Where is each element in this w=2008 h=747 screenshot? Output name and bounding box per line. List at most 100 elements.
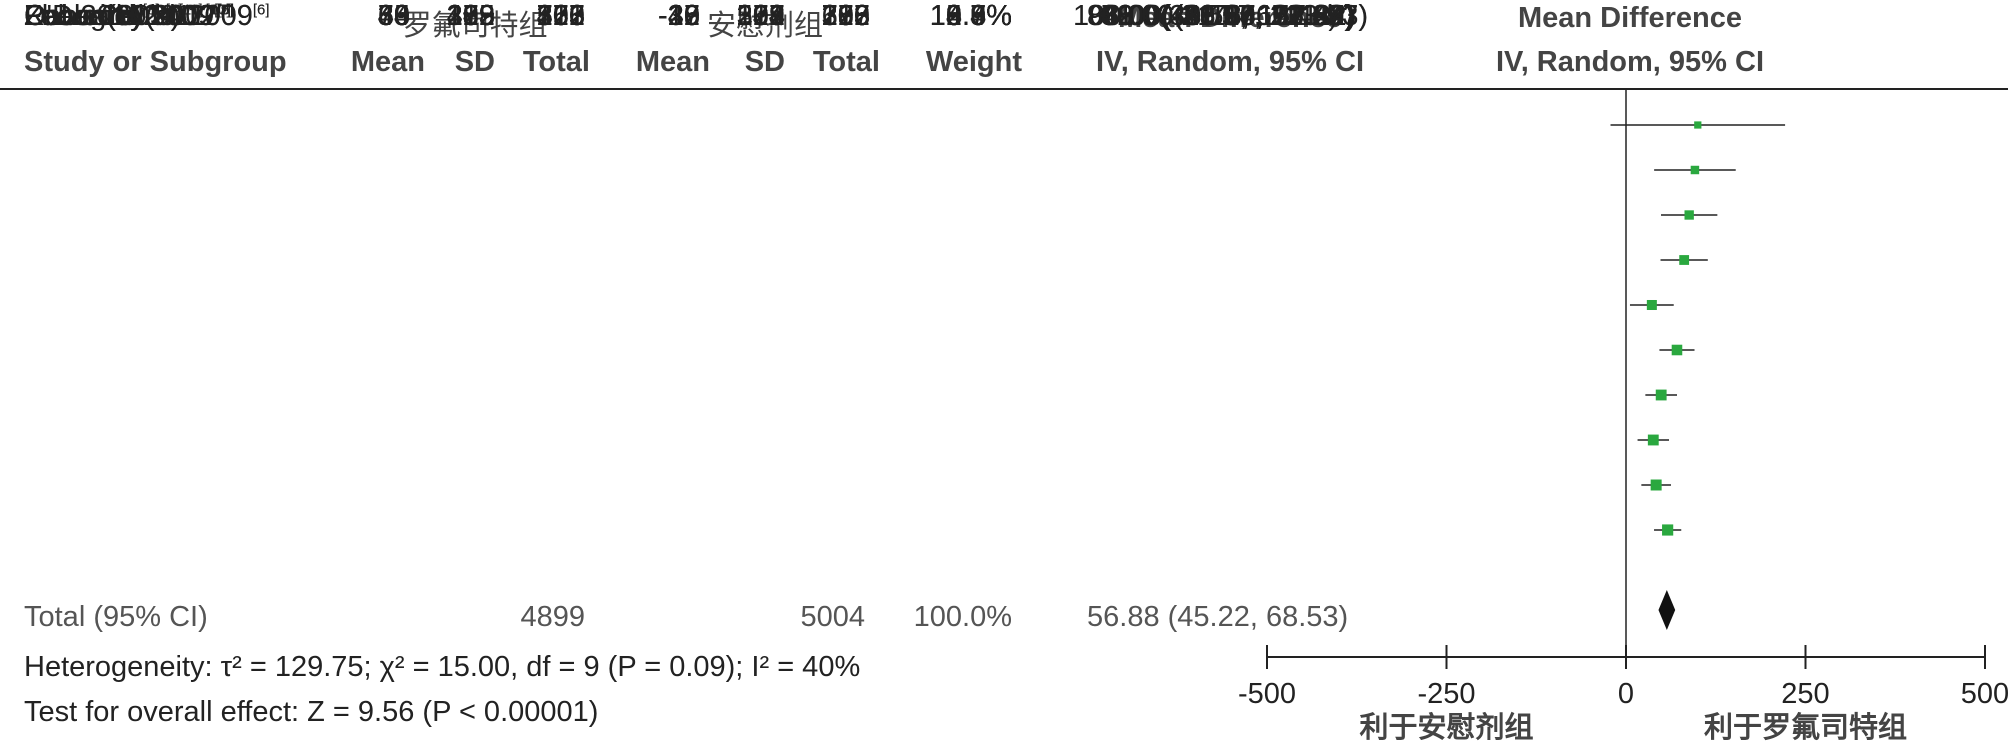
total-ctrl: 123 <box>821 0 870 32</box>
heterogeneity-text: Heterogeneity: τ² = 129.75; χ² = 15.00, … <box>24 651 861 683</box>
ci-text: 58.00(39.04, 76.96) <box>1101 0 1355 32</box>
total-treat: 371 <box>536 0 585 32</box>
total-treat: 555 <box>536 0 585 32</box>
overall-effect-text: Test for overall effect: Z = 9.56 (P < 0… <box>24 696 599 728</box>
tick-label: 500 <box>1961 678 2008 710</box>
point-marker <box>1662 524 1674 536</box>
sd-treat: 192 <box>446 0 495 32</box>
sd-ctrl: 178 <box>736 0 785 32</box>
ci-text: 96.00(39.18, 152.82) <box>1087 0 1357 32</box>
study-name: Calverley(b) 2009[6] <box>24 0 270 32</box>
sd-treat: 479 <box>446 0 495 32</box>
mean-treat: 30 <box>377 0 410 32</box>
ci-text: 88.00(48.76, 127.24) <box>1087 0 1357 32</box>
weight: 14.7% <box>929 0 1012 32</box>
mean-ctrl: -25 <box>658 0 700 32</box>
total-ctrl: 313 <box>821 0 870 32</box>
study-column-header: Study or Subgroup <box>24 46 287 78</box>
total-ctrl: 280 <box>821 0 870 32</box>
weight: 15.8% <box>929 0 1012 32</box>
mean-ctrl: -16 <box>658 0 700 32</box>
mean-ctrl: -22 <box>658 0 700 32</box>
ci-text: 71.00(46.56, 95.44) <box>1101 0 1355 32</box>
weight: 13.8% <box>929 0 1012 32</box>
mean-treat: 33 <box>377 0 410 32</box>
total-ctrl-header: Total <box>812 46 880 78</box>
point-marker <box>1671 344 1683 356</box>
sd-ctrl: 302 <box>736 0 785 32</box>
sd-ctrl: 229 <box>736 0 785 32</box>
weight: 13.9% <box>929 0 1012 32</box>
study-name: Fabbri(a) 2009[7] <box>24 0 231 32</box>
mean-ctrl: -27 <box>658 0 700 32</box>
study-name: Calverley(a) 2009[6] <box>24 0 270 32</box>
total-treat: 765 <box>536 0 585 32</box>
point-marker <box>1694 121 1702 129</box>
weight: 0.9% <box>945 0 1012 32</box>
mean-treat: 9 <box>393 0 410 32</box>
point-marker <box>1647 434 1659 446</box>
point-marker <box>1679 255 1690 265</box>
mean-treat-header: Mean <box>350 46 425 78</box>
sd-ctrl: 501 <box>736 0 785 32</box>
total-n-treat: 4899 <box>520 601 585 633</box>
total-treat: 203 <box>536 0 585 32</box>
total-treat: 466 <box>536 0 585 32</box>
tick-label: -500 <box>1238 678 1296 710</box>
study-name: Lee 2011[8] <box>24 0 160 32</box>
sd-treat: 229 <box>446 0 495 32</box>
total-treat: 772 <box>536 0 585 32</box>
total-treat: 313 <box>536 0 585 32</box>
mean-treat: 49 <box>377 0 410 32</box>
header-rule <box>0 88 2008 90</box>
total-ctrl: 753 <box>821 0 870 32</box>
total-label: Total (95% CI) <box>24 601 208 633</box>
mean-treat: 70 <box>377 0 410 32</box>
total-n-ctrl: 5004 <box>800 601 865 633</box>
sd-ctrl: 298 <box>736 0 785 32</box>
mean-treat: 65 <box>377 0 410 32</box>
weight: 8.6% <box>945 0 1012 32</box>
study-name: Rabe 2005[4] <box>24 0 183 32</box>
sd-treat: 303 <box>446 0 495 32</box>
total-ci-text: 56.88 (45.22, 68.53) <box>1087 601 1349 633</box>
point-marker <box>1655 389 1667 401</box>
total-ctrl: 758 <box>821 0 870 32</box>
total-weight: 100.0% <box>913 601 1012 633</box>
point-marker <box>1684 210 1694 220</box>
mean-treat: 46 <box>377 0 410 32</box>
sd-ctrl: 218 <box>736 0 785 32</box>
mean-treat: 49 <box>377 0 410 32</box>
plot-column-title: Mean Difference <box>1517 2 1742 34</box>
md-column-title: Mean Difference <box>1117 2 1342 34</box>
ci-text: 100.00(-21.57, 221.57) <box>1073 0 1369 32</box>
mean-ctrl: -12 <box>658 0 700 32</box>
study-name: O'Donnel 2012[9] <box>24 0 234 32</box>
sd-treat: 289 <box>446 0 495 32</box>
forest-plot-marks <box>1610 90 1786 655</box>
total-treat-header: Total <box>522 46 590 78</box>
sd-treat: 155 <box>446 0 495 32</box>
weight-header: Weight <box>925 46 1022 78</box>
mean-treat: 54 <box>377 0 410 32</box>
sd-treat: 283 <box>446 0 495 32</box>
study-name: Calverley 2007[5] <box>24 0 235 32</box>
md-method-header: IV, Random, 95% CI <box>1095 46 1365 78</box>
pooled-diamond <box>1658 590 1676 630</box>
ci-text: 81.00(48.07, 113.93) <box>1101 0 1369 32</box>
group-header-roflumilast: 罗氟司特组 <box>402 10 548 42</box>
ci-text: 38.00(16.10, 59.90) <box>1101 0 1355 32</box>
total-ctrl: 796 <box>821 0 870 32</box>
ci-text: 42.00(21.38, 62.62) <box>1101 0 1355 32</box>
favours-placebo-label: 利于安慰剂组 <box>1359 710 1533 744</box>
weight: 6.7% <box>945 0 1012 32</box>
total-ctrl: 606 <box>821 0 870 32</box>
sd-treat: 189 <box>446 0 495 32</box>
ci-text: 36.00(5.52, 66.48) <box>1101 0 1339 32</box>
sd-treat: 218 <box>446 0 495 32</box>
mean-ctrl: -30 <box>658 0 700 32</box>
sd-treat: 182 <box>446 0 495 32</box>
total-ctrl: 207 <box>821 0 870 32</box>
weight: 3.6% <box>945 0 1012 32</box>
